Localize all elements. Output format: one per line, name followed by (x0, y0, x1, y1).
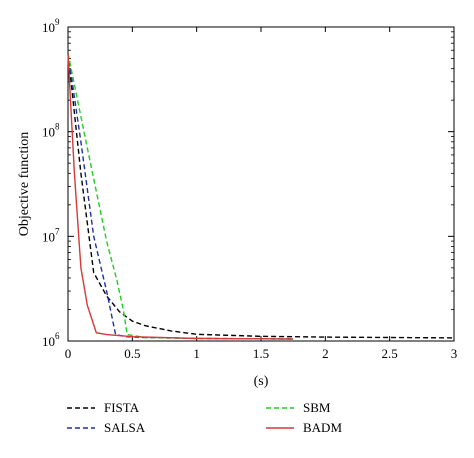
series-line-fista (67, 53, 455, 339)
legend-label-sbm: SBM (303, 400, 331, 415)
legend-label-badm: BADM (303, 420, 342, 435)
y-tick-label: 106 (42, 331, 60, 349)
y-tick-label: 107 (42, 226, 60, 244)
y-tick-label: 108 (42, 122, 60, 140)
x-tick-label: 3 (451, 346, 458, 361)
x-tick-label: 0.5 (124, 346, 140, 361)
y-tick-label: 109 (42, 17, 60, 35)
x-tick-label: 1 (193, 346, 200, 361)
x-tick-label: 2 (322, 346, 329, 361)
x-tick-label: 2.5 (382, 346, 398, 361)
legend: FISTA SALSA SBM BADM (67, 400, 342, 435)
x-axis-ticks: 0 0.5 1 1.5 2 2.5 3 (65, 27, 458, 361)
y-axis-label: Objective function (17, 132, 32, 237)
x-tick-label: 0 (65, 346, 72, 361)
legend-label-salsa: SALSA (104, 420, 146, 435)
y-axis-ticks: 106 107 108 109 (42, 17, 454, 349)
legend-label-fista: FISTA (104, 400, 140, 415)
x-axis-label: (s) (254, 374, 269, 389)
plot-area-frame (67, 26, 455, 342)
series-layer (67, 53, 455, 340)
series-line-badm (67, 53, 294, 340)
series-line-sbm (67, 53, 294, 340)
x-tick-label: 1.5 (253, 346, 269, 361)
